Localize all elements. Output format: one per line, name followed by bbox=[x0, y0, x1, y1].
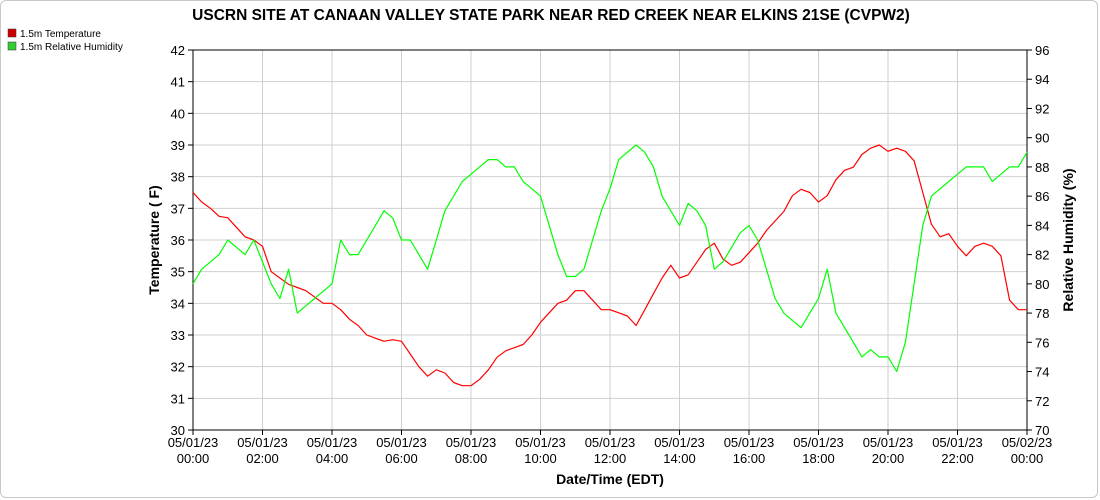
x-tick-time-label: 16:00 bbox=[733, 451, 766, 466]
chart-title: USCRN SITE AT CANAAN VALLEY STATE PARK N… bbox=[192, 7, 910, 24]
y-left-tick-label: 40 bbox=[171, 106, 185, 121]
y-right-tick-label: 84 bbox=[1035, 218, 1049, 233]
x-tick-date-label: 05/01/23 bbox=[446, 435, 497, 450]
y-left-tick-label: 35 bbox=[171, 265, 185, 280]
x-tick-date-label: 05/01/23 bbox=[237, 435, 288, 450]
y-left-tick-label: 42 bbox=[171, 43, 185, 58]
legend-label-humidity: 1.5m Relative Humidity bbox=[20, 42, 123, 53]
y-left-tick-label: 37 bbox=[171, 201, 185, 216]
y-right-tick-label: 82 bbox=[1035, 248, 1049, 263]
series-layer bbox=[192, 144, 1028, 387]
y-left-tick-label: 36 bbox=[171, 233, 185, 248]
grid bbox=[193, 50, 1027, 430]
y-axis-label-right: Relative Humidity (%) bbox=[1060, 168, 1076, 311]
y-right-tick-label: 70 bbox=[1035, 423, 1049, 438]
y-right-tick-label: 80 bbox=[1035, 277, 1049, 292]
y-axis-label-left: Temperature ( F) bbox=[146, 185, 162, 294]
x-tick-time-label: 14:00 bbox=[663, 451, 696, 466]
x-tick-date-label: 05/01/23 bbox=[863, 435, 914, 450]
x-tick-date-label: 05/01/23 bbox=[932, 435, 983, 450]
x-tick-date-label: 05/01/23 bbox=[307, 435, 358, 450]
temperature-series-line bbox=[192, 144, 1027, 387]
x-tick-date-label: 05/02/23 bbox=[1002, 435, 1053, 450]
x-tick-time-label: 18:00 bbox=[802, 451, 835, 466]
legend: 1.5m Temperature 1.5m Relative Humidity bbox=[7, 28, 123, 53]
y-left-tick-label: 34 bbox=[171, 296, 185, 311]
y-left-tick-label: 38 bbox=[171, 170, 185, 185]
x-tick-time-label: 20:00 bbox=[872, 451, 905, 466]
y-left-tick-label: 31 bbox=[171, 391, 185, 406]
x-tick-time-label: 04:00 bbox=[316, 451, 349, 466]
x-tick-time-label: 12:00 bbox=[594, 451, 627, 466]
y-left-tick-label: 41 bbox=[171, 75, 185, 90]
y-right-tick-label: 92 bbox=[1035, 101, 1049, 116]
y-left-ticks: 30 31 32 33 34 35 36 37 38 39 40 41 42 bbox=[171, 43, 193, 438]
x-tick-time-label: 06:00 bbox=[385, 451, 418, 466]
x-tick-time-label: 10:00 bbox=[524, 451, 557, 466]
y-left-tick-label: 32 bbox=[171, 360, 185, 375]
y-right-tick-label: 78 bbox=[1035, 306, 1049, 321]
x-tick-time-label: 00:00 bbox=[177, 451, 210, 466]
y-left-tick-label: 30 bbox=[171, 423, 185, 438]
x-axis-label: Date/Time (EDT) bbox=[556, 471, 664, 487]
x-tick-date-label: 05/01/23 bbox=[654, 435, 705, 450]
y-right-tick-label: 72 bbox=[1035, 394, 1049, 409]
x-tick-date-label: 05/01/23 bbox=[724, 435, 775, 450]
legend-label-temperature: 1.5m Temperature bbox=[20, 29, 101, 40]
x-tick-date-label: 05/01/23 bbox=[793, 435, 844, 450]
x-tick-date-label: 05/01/23 bbox=[585, 435, 636, 450]
y-right-tick-label: 76 bbox=[1035, 335, 1049, 350]
x-tick-time-label: 08:00 bbox=[455, 451, 488, 466]
y-right-tick-label: 96 bbox=[1035, 43, 1049, 58]
y-left-tick-label: 33 bbox=[171, 328, 185, 343]
x-ticks: 05/01/2300:0005/01/2302:0005/01/2304:000… bbox=[168, 430, 1053, 466]
humidity-series-line bbox=[192, 144, 1028, 373]
x-tick-date-label: 05/01/23 bbox=[168, 435, 219, 450]
legend-swatch-humidity bbox=[7, 41, 17, 51]
y-right-tick-label: 90 bbox=[1035, 131, 1049, 146]
x-tick-date-label: 05/01/23 bbox=[515, 435, 566, 450]
y-left-tick-label: 39 bbox=[171, 138, 185, 153]
y-right-ticks: 70 72 74 76 78 80 82 84 86 88 90 92 94 96 bbox=[1027, 43, 1049, 438]
y-right-tick-label: 94 bbox=[1035, 72, 1049, 87]
y-right-tick-label: 88 bbox=[1035, 160, 1049, 175]
x-tick-time-label: 22:00 bbox=[941, 451, 974, 466]
legend-swatch-temperature bbox=[7, 28, 17, 38]
y-right-tick-label: 74 bbox=[1035, 365, 1049, 380]
x-tick-time-label: 02:00 bbox=[246, 451, 279, 466]
x-tick-date-label: 05/01/23 bbox=[376, 435, 427, 450]
y-right-tick-label: 86 bbox=[1035, 189, 1049, 204]
x-tick-time-label: 00:00 bbox=[1011, 451, 1044, 466]
